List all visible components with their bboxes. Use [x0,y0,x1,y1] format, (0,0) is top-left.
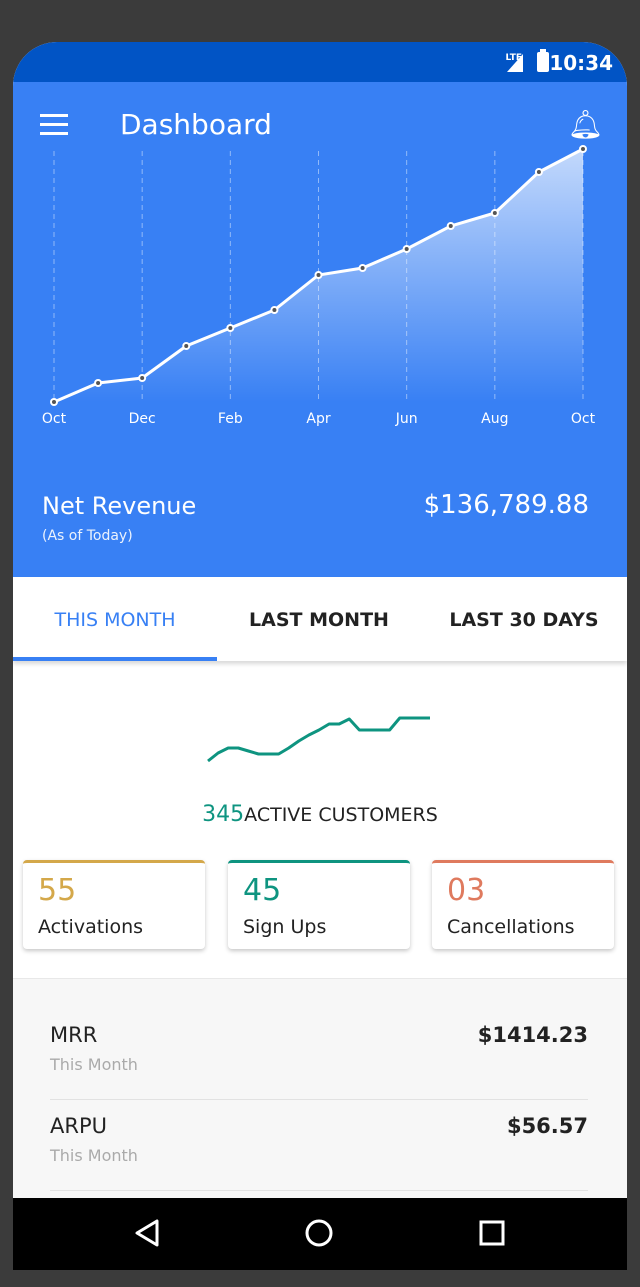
menu-button[interactable] [40,114,68,136]
data-point [579,145,587,153]
net-revenue-sublabel: (As of Today) [42,528,133,544]
back-triangle-icon[interactable] [133,1218,161,1248]
active-customers-label: ACTIVE CUSTOMERS [244,804,438,826]
data-point [314,271,323,279]
data-point [534,168,543,176]
list-item-mrr[interactable]: MRR This Month $1414.23 [50,1009,588,1100]
data-point [270,306,279,314]
x-tick-label: Dec [129,411,156,427]
active-customers-count: 345 [202,802,245,827]
hamburger-icon [40,114,68,117]
cancellations-card[interactable]: 03 Cancellations [432,860,614,949]
page-title: Dashboard [120,108,272,141]
data-point [446,222,455,230]
signal-icon [507,54,523,72]
metric-value: $56.57 [506,1114,588,1138]
bell-icon: 🔔︎ [567,108,603,141]
notifications-button[interactable]: 🔔︎ [567,108,603,141]
tab-this-month[interactable]: THIS MONTH [13,577,217,661]
net-revenue-value: $136,789.88 [423,490,589,520]
list-item-arpu[interactable]: ARPU This Month $56.57 [50,1100,588,1191]
battery-icon [537,49,549,72]
x-tick-label: Apr [306,411,330,427]
card-label: Cancellations [447,916,575,938]
sparkline-line [207,716,430,763]
card-label: Sign Ups [243,916,327,938]
data-point [94,379,103,387]
data-point [402,245,411,253]
clock: 10:34 [549,51,613,75]
x-tick-label: Oct [42,411,67,427]
x-tick-label: Feb [218,411,243,427]
recents-square-icon[interactable] [478,1218,506,1248]
system-nav-bar [13,1198,627,1270]
active-tab-indicator [13,657,217,661]
metric-name: ARPU [50,1114,107,1138]
home-circle-icon[interactable] [304,1218,334,1248]
metric-period: This Month [50,1146,138,1165]
x-tick-label: Jun [395,411,418,427]
tab-last-30-days[interactable]: LAST 30 DAYS [449,609,599,631]
activations-card[interactable]: 55 Activations [23,860,205,949]
card-value: 03 [447,873,486,908]
card-label: Activations [38,916,144,938]
metrics-list: MRR This Month $1414.23 ARPU This Month … [13,978,627,1199]
data-point [358,264,367,272]
data-point [138,374,147,382]
data-point [490,209,499,217]
metric-period: This Month [50,1055,138,1074]
card-value: 45 [243,873,282,908]
phone-screen: LTE 10:34 Oct Dec Feb Apr Jun Aug Oct Dashboar… [13,42,627,1270]
x-tick-label: Aug [481,411,508,427]
status-bar: LTE 10:34 [13,42,627,82]
data-point [182,342,191,350]
revenue-chart: Oct Dec Feb Apr Jun Aug Oct [42,145,596,427]
data-point [50,398,58,406]
tab-last-month[interactable]: LAST MONTH [249,609,389,631]
card-value: 55 [38,873,77,908]
net-revenue-label: Net Revenue [42,492,197,520]
metric-value: $1414.23 [477,1023,588,1047]
active-customers: 345ACTIVE CUSTOMERS [13,802,627,827]
period-tabs: THIS MONTH LAST MONTH LAST 30 DAYS [13,577,627,661]
signups-card[interactable]: 45 Sign Ups [228,860,410,949]
revenue-header: Oct Dec Feb Apr Jun Aug Oct Dashboard 🔔︎ Net R… [13,82,627,577]
data-point [226,324,235,332]
customers-sparkline [207,716,430,763]
metric-name: MRR [50,1023,98,1047]
x-tick-label: Oct [571,411,596,427]
